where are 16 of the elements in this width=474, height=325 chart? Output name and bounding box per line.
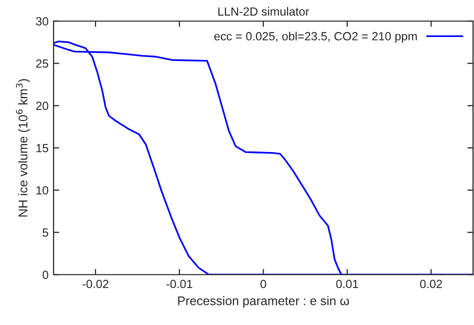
x-tick-label: 0.02: [420, 280, 442, 288]
x-tick-label: 0.01: [336, 280, 358, 288]
y-tick-label: 20: [36, 102, 48, 110]
y-tick-label: 10: [36, 186, 48, 195]
chart-title: LLN-2D simulator: [218, 7, 310, 16]
y-tick-label: 15: [36, 144, 48, 152]
y-tick-label: 5: [42, 228, 48, 237]
y-tick-label: 0: [42, 270, 48, 280]
x-axis-title: Precession parameter : e sin ω: [178, 296, 349, 308]
y-tick-label: 30: [36, 17, 48, 26]
x-tick-label: -0.02: [82, 280, 108, 288]
legend-label: ecc = 0.025, obl=23.5, CO2 = 210 ppm: [214, 32, 417, 43]
x-tick-label: -0.01: [166, 280, 192, 288]
y-axis-title: NH ice volume (10$^{6}$ km$^{3}$): [16, 79, 30, 216]
y-tick-label: 25: [36, 59, 48, 68]
x-tick-label: 0: [260, 280, 266, 288]
